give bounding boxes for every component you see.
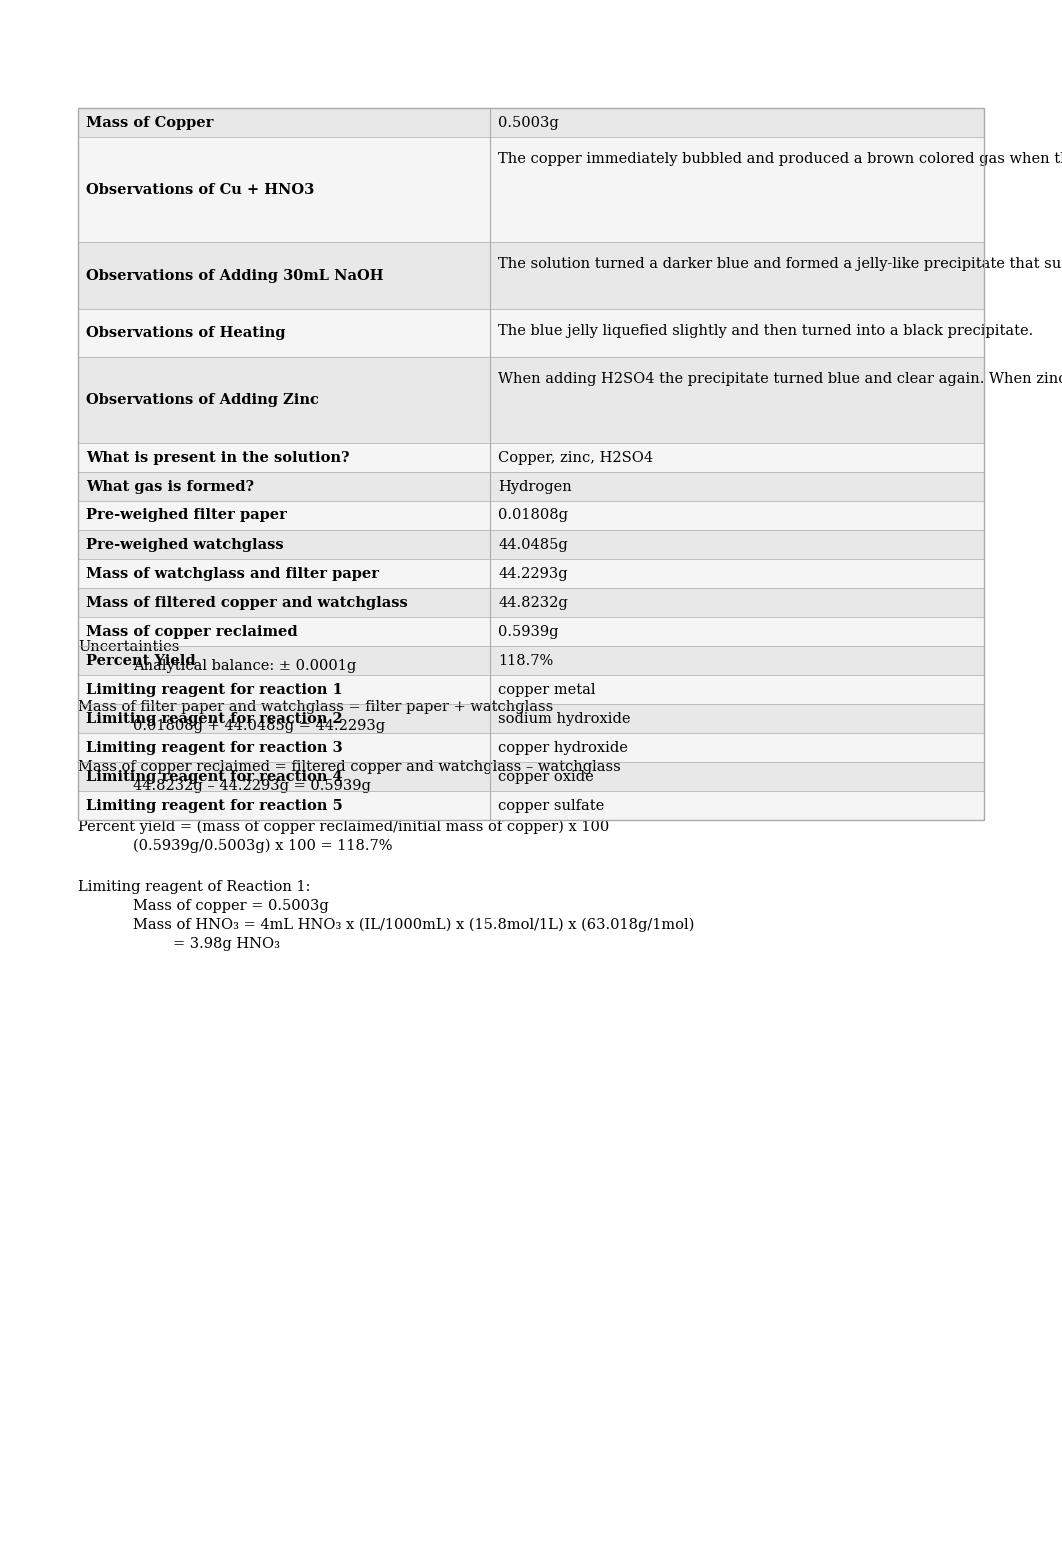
Text: 44.8232g: 44.8232g [498, 596, 568, 610]
Text: Analytical balance: ± 0.0001g: Analytical balance: ± 0.0001g [133, 660, 356, 674]
Text: Mass of copper = 0.5003g: Mass of copper = 0.5003g [133, 899, 329, 913]
Bar [78, 107, 984, 820]
Bar [78, 675, 984, 703]
Text: Mass of copper reclaimed = filtered copper and watchglass – watchglass: Mass of copper reclaimed = filtered copp… [78, 759, 621, 773]
Text: = 3.98g HNO₃: = 3.98g HNO₃ [173, 937, 280, 951]
Text: What gas is formed?: What gas is formed? [86, 479, 254, 493]
Bar [78, 733, 984, 762]
Bar [78, 137, 984, 243]
Bar [78, 531, 984, 559]
Text: 44.8232g – 44.2293g = 0.5939g: 44.8232g – 44.2293g = 0.5939g [133, 780, 371, 794]
Text: Observations of Adding Zinc: Observations of Adding Zinc [86, 394, 319, 408]
Bar [78, 243, 984, 310]
Text: Observations of Heating: Observations of Heating [86, 327, 286, 341]
Text: Limiting reagent for reaction 4: Limiting reagent for reaction 4 [86, 770, 343, 784]
Text: Pre-weighed watchglass: Pre-weighed watchglass [86, 537, 284, 551]
Bar [78, 471, 984, 501]
Bar [78, 646, 984, 675]
Text: When adding H2SO4 the precipitate turned blue and clear again. When zinc was add: When adding H2SO4 the precipitate turned… [498, 372, 1062, 386]
Text: 44.2293g: 44.2293g [498, 566, 568, 580]
Text: copper hydroxide: copper hydroxide [498, 741, 628, 755]
Text: Observations of Adding 30mL NaOH: Observations of Adding 30mL NaOH [86, 269, 383, 283]
Text: Hydrogen: Hydrogen [498, 479, 572, 493]
Text: Pre-weighed filter paper: Pre-weighed filter paper [86, 509, 287, 523]
Text: Copper, zinc, H2SO4: Copper, zinc, H2SO4 [498, 451, 653, 465]
Text: Limiting reagent for reaction 5: Limiting reagent for reaction 5 [86, 798, 343, 812]
Bar [78, 588, 984, 618]
Text: The blue jelly liquefied slightly and then turned into a black precipitate.: The blue jelly liquefied slightly and th… [498, 324, 1033, 338]
Text: 0.5003g: 0.5003g [498, 115, 559, 129]
Bar [78, 107, 984, 137]
Text: 0.01808g: 0.01808g [498, 509, 568, 523]
Text: copper metal: copper metal [498, 683, 596, 697]
Text: Mass of filtered copper and watchglass: Mass of filtered copper and watchglass [86, 596, 408, 610]
Text: What is present in the solution?: What is present in the solution? [86, 451, 349, 465]
Bar [78, 559, 984, 588]
Text: copper sulfate: copper sulfate [498, 798, 604, 812]
Text: 0.5939g: 0.5939g [498, 624, 559, 638]
Text: 0.01808g + 44.0485g = 44.2293g: 0.01808g + 44.0485g = 44.2293g [133, 719, 386, 733]
Text: Percent yield = (mass of copper reclaimed/initial mass of copper) x 100: Percent yield = (mass of copper reclaime… [78, 820, 610, 834]
Text: Mass of watchglass and filter paper: Mass of watchglass and filter paper [86, 566, 379, 580]
Text: Limiting reagent for reaction 2: Limiting reagent for reaction 2 [86, 711, 343, 725]
Text: Limiting reagent of Reaction 1:: Limiting reagent of Reaction 1: [78, 881, 310, 895]
Text: Limiting reagent for reaction 3: Limiting reagent for reaction 3 [86, 741, 343, 755]
Bar [78, 356, 984, 443]
Bar [78, 618, 984, 646]
Text: Mass of Copper: Mass of Copper [86, 115, 213, 129]
Text: Uncertainties: Uncertainties [78, 640, 179, 654]
Text: sodium hydroxide: sodium hydroxide [498, 711, 631, 725]
Text: 44.0485g: 44.0485g [498, 537, 568, 551]
Text: Mass of HNO₃ = 4mL HNO₃ x (IL/1000mL) x (15.8mol/1L) x (63.018g/1mol): Mass of HNO₃ = 4mL HNO₃ x (IL/1000mL) x … [133, 918, 695, 932]
Text: (0.5939g/0.5003g) x 100 = 118.7%: (0.5939g/0.5003g) x 100 = 118.7% [133, 839, 393, 853]
Text: 118.7%: 118.7% [498, 654, 553, 668]
Text: The solution turned a darker blue and formed a jelly-like precipitate that sunk : The solution turned a darker blue and fo… [498, 257, 1062, 271]
Bar [78, 790, 984, 820]
Text: copper oxide: copper oxide [498, 770, 594, 784]
Text: Mass of filter paper and watchglass = filter paper + watchglass: Mass of filter paper and watchglass = fi… [78, 700, 553, 714]
Bar [78, 762, 984, 790]
Bar [78, 443, 984, 471]
Text: Observations of Cu + HNO3: Observations of Cu + HNO3 [86, 182, 314, 196]
Bar [78, 501, 984, 531]
Text: Percent Yield: Percent Yield [86, 654, 195, 668]
Bar [78, 310, 984, 356]
Text: Mass of copper reclaimed: Mass of copper reclaimed [86, 624, 297, 638]
Text: Limiting reagent for reaction 1: Limiting reagent for reaction 1 [86, 683, 343, 697]
Bar [78, 703, 984, 733]
Text: The copper immediately bubbled and produced a brown colored gas when the HNO3 wa: The copper immediately bubbled and produ… [498, 151, 1062, 165]
